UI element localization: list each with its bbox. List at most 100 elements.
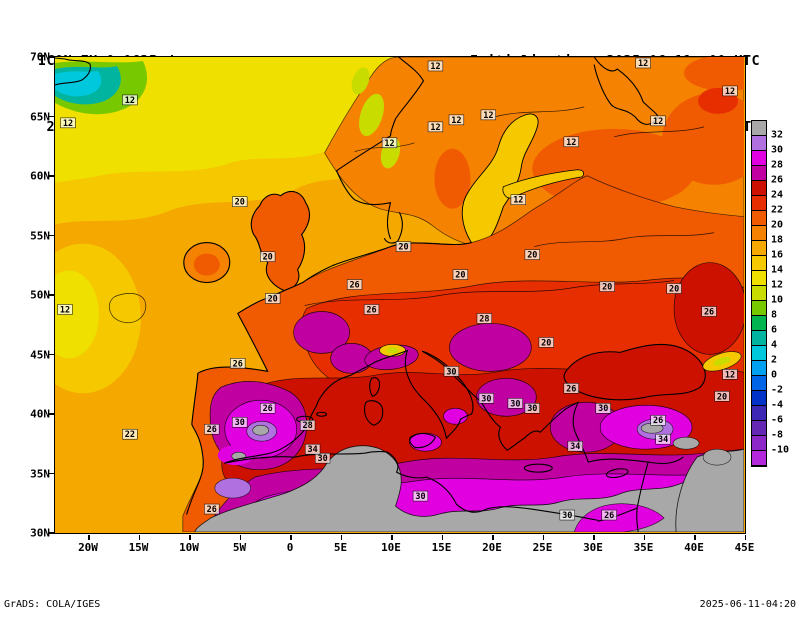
colorbar-segment (752, 256, 766, 271)
lon-label: 10W (179, 541, 199, 554)
colorbar-label: -2 (771, 384, 784, 396)
contour-label-box (714, 391, 730, 402)
colorbar-label: 8 (771, 309, 778, 321)
temperature-shading (55, 57, 744, 532)
colorbar-label: 26 (771, 174, 784, 186)
contour-label-value: 20 (602, 282, 612, 292)
contour-label-box (655, 433, 671, 445)
contour-label-value: 30 (415, 491, 425, 501)
contour-label-value: 30 (446, 366, 456, 376)
lon-label: 10E (381, 541, 401, 554)
colorbar-label: 22 (771, 204, 784, 216)
contour-label-box (510, 194, 526, 205)
contour-label-value: 12 (125, 95, 135, 105)
colorbar-label: 2 (771, 354, 778, 366)
lon-label: 15E (431, 541, 452, 554)
contour-label-value: 30 (510, 398, 520, 408)
contour-label-box (427, 121, 444, 133)
colorbar-segment (752, 391, 766, 406)
colorbar-label: 20 (771, 219, 784, 231)
colorbar-label: -8 (771, 429, 784, 441)
contour-label-box (524, 403, 540, 414)
contour-label-box (265, 293, 281, 304)
lon-tick (643, 534, 645, 540)
colorbar-label: 6 (771, 324, 778, 336)
temperature-colorbar (751, 120, 767, 467)
contour-label-value: 12 (384, 138, 394, 148)
contour-label-box (559, 509, 575, 521)
colorbar-label: 10 (771, 294, 784, 306)
colorbar-segment (752, 301, 766, 316)
contour-label-value: 20 (527, 250, 537, 260)
contour-label-value: 20 (717, 391, 727, 401)
contour-label-box (346, 279, 363, 290)
lat-label: 65N (30, 110, 50, 123)
colorbar-segment (752, 436, 766, 451)
contour-label-box (480, 109, 497, 121)
colorbar-label: 32 (771, 129, 784, 141)
contour-label-box (443, 366, 460, 377)
contour-label-value: 34 (570, 441, 580, 451)
colorbar-segment (752, 196, 766, 211)
contour-label-value: 12 (638, 58, 648, 68)
lat-label: 40N (30, 407, 50, 421)
contour-label-value: 28 (479, 313, 489, 323)
lat-label: 35N (30, 467, 50, 480)
colorbar-label: 24 (771, 189, 784, 201)
lat-label: 60N (30, 169, 50, 183)
lat-tick (48, 115, 54, 118)
contour-label-box (538, 337, 554, 348)
contour-label-box (304, 443, 321, 455)
contour-label-box (601, 509, 617, 521)
contour-label-value: 26 (207, 504, 217, 514)
lon-tick (694, 534, 696, 540)
lat-label: 45N (30, 348, 50, 361)
lat-label: 70N (30, 50, 50, 64)
lon-label: 40E (684, 541, 704, 554)
contour-label-value: 20 (398, 242, 408, 252)
contour-label-box (524, 249, 540, 260)
lon-tick (290, 534, 292, 540)
contour-label-box (595, 403, 611, 414)
contour-label-box (448, 114, 465, 126)
contour-label-box (452, 269, 469, 280)
contour-label-value: 26 (233, 358, 243, 368)
lon-label: 25E (532, 541, 553, 554)
colorbar-segment (752, 211, 766, 226)
lon-tick (391, 534, 393, 540)
contour-label-box (260, 403, 276, 414)
contour-label-box (60, 117, 76, 129)
contour-label-value: 12 (60, 304, 70, 314)
colorbar-label: 18 (771, 234, 784, 246)
colorbar-label: 16 (771, 249, 784, 261)
contour-label-value: 30 (481, 393, 491, 403)
contour-label-box (635, 57, 651, 69)
contour-label-box (563, 383, 579, 394)
contour-label-box (650, 414, 666, 426)
lon-tick (593, 534, 595, 540)
lon-label: 5E (333, 541, 348, 554)
contour-label-box (427, 60, 444, 72)
contour-label-value: 12 (566, 137, 576, 147)
colorbar-segment (752, 316, 766, 331)
contour-label-box (650, 115, 666, 127)
contour-label-value: 28 (303, 420, 313, 430)
contour-label-value: 12 (430, 61, 440, 71)
contour-label-value: 12 (653, 116, 663, 126)
lon-tick (492, 534, 494, 540)
temperature-map-svg: 12 12 12 12 12 12 12 12 12 12 12 12 12 12 20 20 20 20 20 20… (55, 57, 744, 532)
contour-label-value: 12 (451, 115, 461, 125)
colorbar-segment (752, 271, 766, 286)
contour-label-box (395, 241, 412, 252)
contour-label-box (722, 369, 738, 380)
map-frame: 12 12 12 12 12 12 12 12 12 12 12 12 12 12 20 20 20 20 20 20… (54, 56, 746, 534)
contour-label-box (232, 196, 248, 207)
colorbar-segment (752, 451, 766, 466)
colorbar-label: 14 (771, 264, 784, 276)
lat-tick (48, 532, 54, 534)
colorbar-segment (752, 421, 766, 436)
colorbar-label: -10 (771, 444, 790, 456)
contour-label-value: 20 (235, 197, 245, 207)
colorbar-label: 28 (771, 159, 784, 171)
lon-label: 0 (286, 541, 294, 554)
